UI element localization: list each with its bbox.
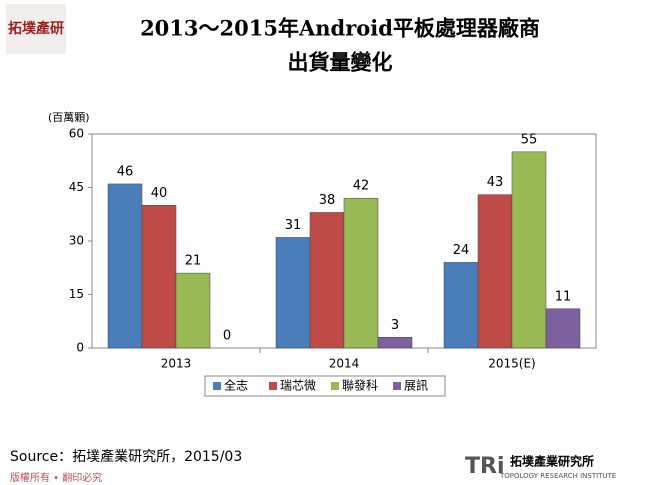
- value-label: 21: [185, 254, 202, 269]
- bar: [275, 237, 311, 349]
- legend-label: 聯發科: [342, 378, 378, 393]
- legend-swatch: [331, 382, 339, 390]
- source: Source：拓墣產業研究所，2015/03: [10, 448, 242, 465]
- bar: [477, 194, 513, 349]
- value-label: 38: [319, 193, 336, 208]
- y-axis-label: (百萬顆): [48, 111, 90, 124]
- bar: [511, 151, 547, 349]
- bar: [141, 205, 177, 349]
- brand-english: TOPOLOGY RESEARCH INSTITUTE: [499, 472, 616, 480]
- y-tick-label: 30: [69, 234, 84, 248]
- brand-mark: TRi: [465, 454, 505, 479]
- legend-box: [204, 375, 446, 397]
- bar: [377, 337, 413, 349]
- bar: [443, 262, 479, 349]
- x-tick-label: 2013: [161, 357, 192, 371]
- value-label: 3: [391, 318, 399, 333]
- legend-label: 展訊: [404, 378, 428, 393]
- value-label: 55: [521, 132, 538, 147]
- x-tick-label: 2014: [329, 357, 360, 371]
- bar: [309, 212, 345, 349]
- logo: 拓墣產研: [8, 20, 64, 37]
- value-label: 24: [453, 243, 470, 258]
- legend-label: 瑞芯微: [280, 379, 316, 393]
- chart-title: 2013～2015年Android平板處理器廠商: [140, 16, 540, 41]
- y-tick-label: 15: [69, 287, 84, 301]
- chart-title: 出貨量變化: [288, 50, 393, 75]
- value-label: 43: [487, 175, 504, 190]
- copyright: 版權所有 • 翻印必究: [10, 471, 102, 484]
- legend-label: 全志: [224, 378, 248, 393]
- legend-swatch: [213, 382, 221, 390]
- legend-swatch: [393, 382, 401, 390]
- bar: [343, 197, 379, 349]
- bar: [175, 272, 211, 349]
- value-label: 0: [223, 329, 231, 344]
- value-label: 40: [151, 186, 168, 201]
- bar: [107, 183, 143, 349]
- y-tick-label: 60: [69, 127, 84, 141]
- logo-box: [6, 4, 66, 54]
- value-label: 31: [285, 218, 302, 233]
- brand-name: 拓墣產業研究所: [510, 454, 594, 469]
- y-tick-label: 45: [69, 180, 84, 194]
- legend-swatch: [269, 382, 277, 390]
- value-label: 46: [117, 164, 134, 179]
- x-tick-label: 2015(E): [488, 357, 535, 371]
- bar: [545, 308, 581, 349]
- y-tick-label: 0: [76, 341, 84, 355]
- value-label: 42: [353, 179, 370, 194]
- value-label: 11: [555, 289, 572, 304]
